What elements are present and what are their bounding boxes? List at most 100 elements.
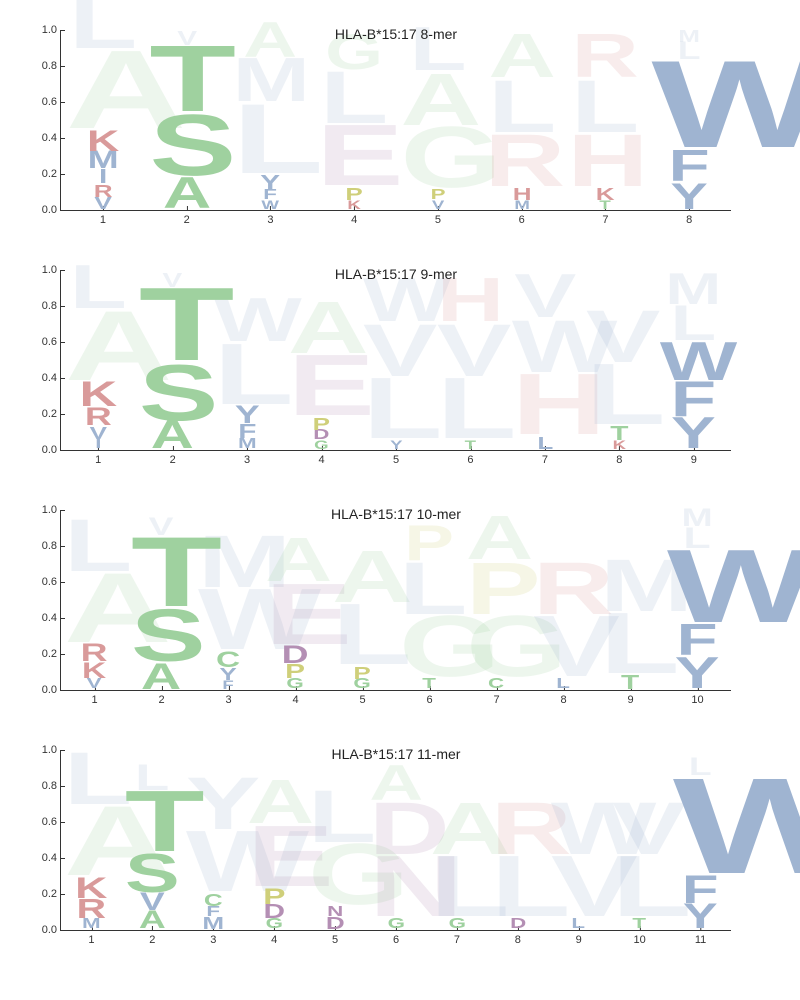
x-tick: 4: [351, 210, 357, 226]
position-stack: HLRTK: [564, 30, 648, 210]
position-stack: ALIVRK: [61, 270, 135, 450]
logo-letter-K: K: [65, 131, 140, 153]
plot-area: HLA-B*15:17 11-mer0.00.20.40.60.81.01234…: [60, 750, 731, 931]
logo-letter-H: H: [437, 279, 504, 324]
position-stack: GPAC: [463, 510, 530, 690]
logo-letter-R: R: [490, 802, 545, 856]
position-stack: ELGKP: [312, 30, 396, 210]
position-stack: GLDN: [305, 750, 366, 930]
x-tick: 7: [602, 210, 608, 226]
position-stack: RLAMH: [480, 30, 564, 210]
y-tick: 0.4: [25, 852, 61, 864]
logo-letter-W: W: [660, 342, 727, 382]
panel-title: HLA-B*15:17 11-mer: [61, 746, 731, 762]
y-tick: 0.8: [25, 300, 61, 312]
logo-letter-R: R: [64, 645, 124, 663]
position-stack: LRD: [487, 750, 548, 930]
logo-panel-1: HLA-B*15:17 8-mer0.00.20.40.60.81.012345…: [20, 20, 740, 240]
position-stack: LVKT: [582, 270, 656, 450]
logo-letter-N: N: [308, 907, 363, 918]
y-tick: 0.0: [25, 444, 61, 456]
y-tick: 0.4: [25, 372, 61, 384]
y-tick: 0.0: [25, 924, 61, 936]
y-tick: 1.0: [25, 744, 61, 756]
position-stack: LMYFW: [647, 30, 731, 210]
position-stack: EAGPD: [262, 510, 329, 690]
logo-letter-L: L: [308, 790, 363, 844]
x-tick: 5: [435, 210, 441, 226]
logo-letter-A: A: [466, 517, 526, 562]
logo-letter-L: L: [64, 519, 124, 573]
position-stack: ALVKR: [61, 510, 128, 690]
logo-letter-W: W: [551, 802, 606, 856]
logo-letter-T: T: [139, 288, 206, 364]
position-stack: VAST: [145, 30, 229, 210]
x-tick: 5: [359, 690, 365, 706]
logo-letter-C: C: [466, 679, 526, 690]
logo-letter-T: T: [399, 679, 459, 690]
logo-letter-P: P: [400, 190, 475, 201]
panel-title: HLA-B*15:17 10-mer: [61, 506, 731, 522]
logo-letter-A: A: [288, 301, 355, 355]
logo-letter-V: V: [511, 275, 578, 320]
logo-panel-2: HLA-B*15:17 9-mer0.00.20.40.60.81.012345…: [20, 260, 740, 480]
logo-letter-Y: Y: [233, 176, 308, 190]
logo-letter-A: A: [332, 550, 392, 604]
position-stack: LMAWFY: [229, 30, 313, 210]
y-tick: 0.2: [25, 168, 61, 180]
logo-letter-K: K: [64, 878, 119, 900]
position-stack: LVT: [609, 750, 670, 930]
x-tick: 3: [225, 690, 231, 706]
position-stack: LMYFW: [664, 510, 731, 690]
logo-letter-H: H: [484, 188, 559, 201]
position-stack: GLPT: [396, 510, 463, 690]
position-stack: EAGDP: [244, 750, 305, 930]
plot-area: HLA-B*15:17 8-mer0.00.20.40.60.81.012345…: [60, 30, 731, 211]
x-tick: 4: [271, 930, 277, 946]
position-stack: NDAG: [366, 750, 427, 930]
logo-letter-A: A: [430, 802, 485, 856]
y-tick: 0.6: [25, 576, 61, 588]
logo-letter-L: L: [511, 437, 578, 450]
position-stack: LAVST: [122, 750, 183, 930]
logo-letter-Y: Y: [214, 407, 281, 425]
logo-letter-G: G: [430, 919, 485, 930]
logo-letter-L: L: [65, 0, 140, 50]
y-tick: 0.6: [25, 816, 61, 828]
logo-letter-C: C: [186, 894, 241, 907]
x-tick: 3: [267, 210, 273, 226]
position-stack: VRL: [530, 510, 597, 690]
logo-letter-P: P: [316, 188, 391, 201]
logo-letter-Y: Y: [362, 441, 429, 450]
logo-letter-L: L: [551, 919, 606, 930]
y-tick: 0.0: [25, 684, 61, 696]
logo-letter-D: D: [265, 647, 325, 665]
logo-letter-P: P: [399, 526, 459, 562]
logo-letter-L: L: [533, 679, 593, 690]
y-tick: 0.8: [25, 780, 61, 792]
y-tick: 0.6: [25, 96, 61, 108]
logo-letter-C: C: [198, 652, 258, 668]
logo-letter-V: V: [612, 802, 667, 856]
logo-letter-A: A: [369, 766, 424, 802]
x-tick: 4: [318, 450, 324, 466]
y-tick: 0.0: [25, 204, 61, 216]
logo-letter-A: A: [247, 781, 302, 826]
logo-letter-W: W: [667, 550, 727, 626]
position-stack: LMYFW: [657, 270, 731, 450]
logo-letter-V: V: [586, 310, 653, 364]
logo-letter-W: W: [651, 61, 726, 151]
logo-letter-T: T: [149, 46, 224, 114]
logo-letter-K: K: [65, 383, 132, 408]
sequence-logo-figure: HLA-B*15:17 8-mer0.00.20.40.60.81.012345…: [20, 20, 780, 960]
y-tick: 0.4: [25, 132, 61, 144]
logo-letter-M: M: [600, 559, 660, 613]
logo-letter-G: G: [369, 919, 424, 930]
plot-area: HLA-B*15:17 10-mer0.00.20.40.60.81.01234…: [60, 510, 731, 691]
y-tick: 1.0: [25, 24, 61, 36]
position-stack: VAST: [128, 510, 195, 690]
x-tick: 1: [95, 450, 101, 466]
logo-letter-T: T: [600, 676, 660, 690]
panel-title: HLA-B*15:17 9-mer: [61, 266, 731, 282]
position-stack: LVHT: [433, 270, 507, 450]
